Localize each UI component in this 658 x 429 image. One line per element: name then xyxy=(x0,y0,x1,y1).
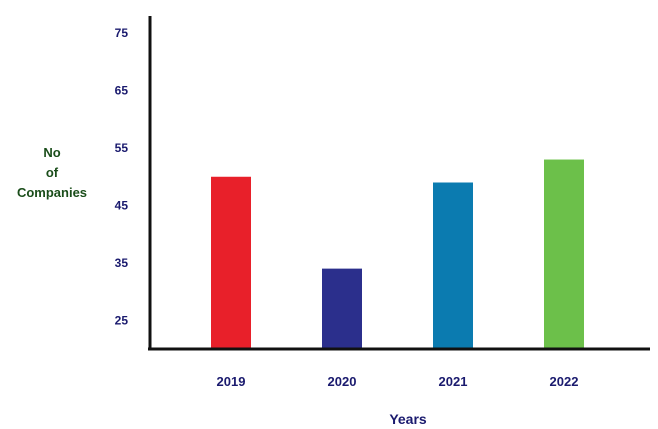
y-tick-label: 75 xyxy=(115,26,129,40)
bars xyxy=(211,159,584,349)
y-tick-label: 65 xyxy=(115,84,129,98)
y-axis-label: No of Companies xyxy=(17,145,87,200)
y-tick-label: 45 xyxy=(115,198,129,212)
y-axis-label-line-1: No xyxy=(43,145,60,160)
x-tick-labels: 2019 2020 2021 2022 xyxy=(217,374,579,389)
x-axis-label: Years xyxy=(389,411,427,427)
y-tick-label: 25 xyxy=(115,313,129,327)
bar-2021 xyxy=(433,182,473,349)
x-tick-label-2022: 2022 xyxy=(550,374,579,389)
y-tick-label: 55 xyxy=(115,141,129,155)
bar-2022 xyxy=(544,159,584,349)
y-axis-label-line-3: Companies xyxy=(17,185,87,200)
x-tick-label-2020: 2020 xyxy=(328,374,357,389)
x-tick-label-2021: 2021 xyxy=(439,374,468,389)
bar-2019 xyxy=(211,176,251,349)
y-tick-labels: 75 65 55 45 35 25 xyxy=(115,26,129,327)
bar-2020 xyxy=(322,268,362,349)
x-tick-label-2019: 2019 xyxy=(217,374,246,389)
y-axis-label-line-2: of xyxy=(46,165,59,180)
y-tick-label: 35 xyxy=(115,256,129,270)
